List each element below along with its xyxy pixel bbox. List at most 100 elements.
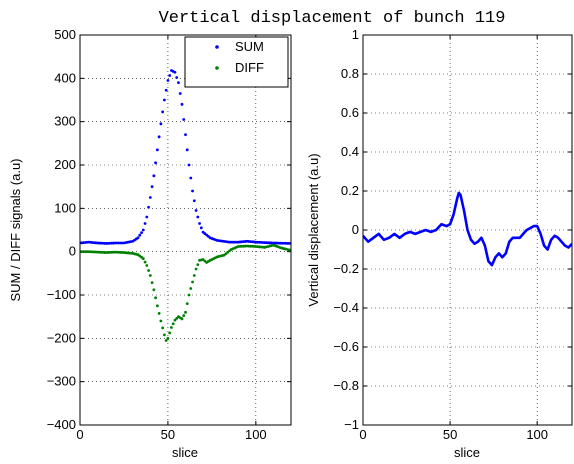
data-point xyxy=(173,318,177,322)
y-tick-label: 400 xyxy=(54,70,76,85)
data-point xyxy=(164,339,168,342)
data-point xyxy=(159,122,163,126)
data-point xyxy=(143,260,147,264)
data-point xyxy=(168,331,172,335)
data-point xyxy=(173,70,177,74)
data-point xyxy=(152,288,156,292)
data-point xyxy=(194,209,198,212)
data-point xyxy=(199,226,203,230)
y-axis-label: SUM / DIFF signals (a.u) xyxy=(8,158,23,301)
data-point xyxy=(192,274,196,277)
data-point xyxy=(191,189,194,193)
x-tick-label: 50 xyxy=(443,427,457,442)
data-point xyxy=(166,79,170,82)
y-tick-label: −1 xyxy=(344,417,359,432)
right-axes: 10.80.60.40.20−0.2−0.4−0.6−0.8−10 50 100sl… xyxy=(306,27,573,460)
data-point xyxy=(154,161,158,165)
legend-marker xyxy=(215,45,219,49)
data-point xyxy=(180,317,184,321)
data-point xyxy=(145,215,149,219)
x-tick-label: 100 xyxy=(245,427,267,442)
legend: SUM DIFF xyxy=(184,36,289,88)
data-point xyxy=(198,222,201,225)
x-axis-label: slice xyxy=(172,445,198,460)
data-point xyxy=(182,314,186,317)
data-point xyxy=(145,264,149,267)
legend-box xyxy=(184,36,289,88)
data-point xyxy=(140,231,143,235)
x-axis-label: slice xyxy=(454,445,480,460)
y-tick-label: 0 xyxy=(69,244,76,259)
legend-label-sum: SUM xyxy=(235,39,264,54)
y-tick-label: −300 xyxy=(47,374,76,389)
axes-frame xyxy=(362,34,573,426)
x-tick-label: 50 xyxy=(161,427,175,442)
data-point xyxy=(170,326,173,329)
y-tick-label: −100 xyxy=(47,287,76,302)
y-tick-label: 0.6 xyxy=(341,105,359,120)
data-point xyxy=(184,310,187,314)
data-point xyxy=(185,302,189,306)
data-point xyxy=(150,185,154,189)
y-tick-label: −0.2 xyxy=(333,261,359,276)
data-point xyxy=(150,281,154,285)
data-point xyxy=(175,76,179,79)
x-tick-label: 0 xyxy=(76,427,83,442)
displacement-line xyxy=(363,191,572,267)
data-point xyxy=(175,317,179,320)
data-point xyxy=(187,163,191,167)
y-tick-label: 1 xyxy=(352,27,359,42)
data-point xyxy=(163,98,166,102)
data-point xyxy=(163,333,166,337)
data-point xyxy=(147,205,150,209)
data-point xyxy=(180,102,184,106)
data-point xyxy=(152,174,156,178)
x-tick-label: 0 xyxy=(359,427,366,442)
axes-frame xyxy=(79,34,292,426)
data-point xyxy=(171,322,175,326)
data-point xyxy=(159,319,163,323)
data-point xyxy=(141,228,145,232)
data-point xyxy=(182,118,186,121)
data-point xyxy=(161,110,165,114)
y-tick-label: −200 xyxy=(47,330,76,345)
data-point xyxy=(187,293,191,297)
data-point xyxy=(147,269,150,272)
data-point xyxy=(184,133,187,137)
data-point xyxy=(143,222,147,225)
y-tick-label: −0.6 xyxy=(333,339,359,354)
series-sum xyxy=(80,69,291,245)
series-diff xyxy=(80,243,291,342)
data-point xyxy=(196,215,200,219)
legend-marker xyxy=(215,66,219,70)
y-tick-label: 0.4 xyxy=(341,144,359,159)
y-tick-label: 0.8 xyxy=(341,66,359,81)
plot-area xyxy=(80,35,291,425)
data-point xyxy=(189,176,193,180)
data-point xyxy=(192,199,196,203)
data-point xyxy=(155,148,159,152)
y-tick-label: −400 xyxy=(47,417,76,432)
data-point xyxy=(168,74,172,77)
data-point xyxy=(157,135,161,139)
y-tick-label: −0.8 xyxy=(333,378,359,393)
y-axis-label: Vertical displacement (a.u) xyxy=(306,153,321,306)
data-point xyxy=(154,296,158,300)
y-tick-label: 300 xyxy=(54,114,76,129)
y-tick-label: 200 xyxy=(54,157,76,172)
data-point xyxy=(157,312,161,315)
data-point xyxy=(185,148,189,152)
data-point xyxy=(177,81,180,85)
data-point xyxy=(148,196,152,199)
y-tick-label: 100 xyxy=(54,200,76,215)
data-point xyxy=(136,236,140,240)
data-point xyxy=(148,274,152,277)
y-tick-label: 0.2 xyxy=(341,183,359,198)
data-point xyxy=(196,263,200,267)
data-point xyxy=(178,92,182,95)
y-tick-label: 500 xyxy=(54,27,76,42)
y-tick-label: −0.4 xyxy=(333,300,359,315)
data-point xyxy=(189,287,193,290)
